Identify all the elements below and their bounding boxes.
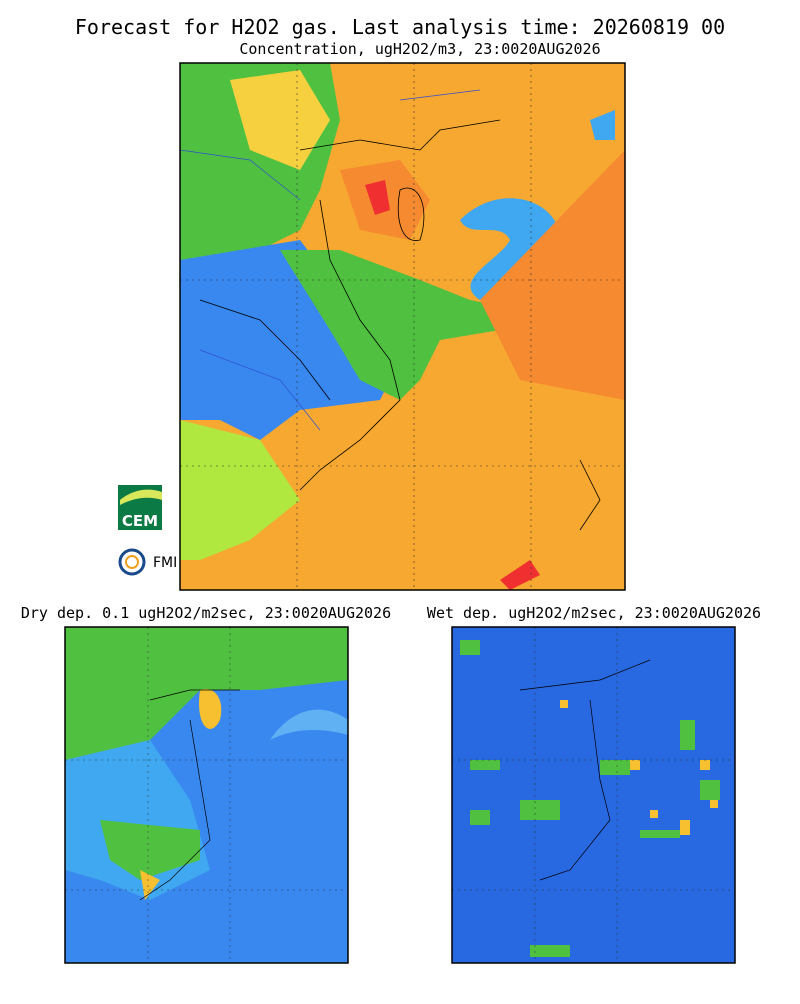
colorbar-label: 3.5: [0, 0, 29, 4]
colorbar-label: 0.02: [0, 0, 39, 4]
colorbar-label: 2: [0, 0, 10, 4]
colorbar-label: 0.2: [0, 0, 29, 4]
colorbar-label: 0.02: [0, 0, 39, 4]
cem-logo: CEM: [118, 485, 162, 530]
dry-title: Dry dep. 0.1 ugH2O2/m2sec, 23:0020AUG202…: [21, 604, 391, 622]
wet-map: [451, 626, 736, 964]
colorbar-label: 0.5: [0, 0, 29, 4]
colorbar-small: 5210.50.20.10.050.020.01: [0, 0, 39, 4]
colorbar-label: 0.05: [0, 0, 39, 4]
colorbar: 12.57.53.521.250.750.40.20.10.05: [0, 0, 39, 4]
colorbar-label: 7.5: [0, 0, 29, 4]
colorbar-label: 5: [0, 0, 10, 4]
colorbar-label: 1: [0, 0, 10, 4]
colorbar-label: 0.01: [0, 0, 39, 4]
colorbar-label: 0.1: [0, 0, 29, 4]
colorbar-label: 0.05: [0, 0, 39, 4]
colorbar-label: 0.2: [0, 0, 29, 4]
colorbar-label: 0.2: [0, 0, 29, 4]
dry-map: [64, 626, 349, 964]
colorbar-label: 0.01: [0, 0, 39, 4]
colorbar-label: 0.4: [0, 0, 29, 4]
wet-title: Wet dep. ugH2O2/m2sec, 23:0020AUG2026: [427, 604, 761, 622]
fmi-logo: FMI: [118, 548, 177, 576]
colorbar-label: 0.5: [0, 0, 29, 4]
colorbar-label: 1.25: [0, 0, 39, 4]
colorbar-label: 2: [0, 0, 10, 4]
title: Forecast for H2O2 gas. Last analysis tim…: [75, 15, 725, 39]
colorbar-label: 0.05: [0, 0, 39, 4]
subtitle: Concentration, ugH2O2/m3, 23:0020AUG2026: [239, 40, 600, 58]
colorbar-small: 5210.50.20.10.050.020.01: [0, 0, 39, 4]
colorbar-label: 2: [0, 0, 10, 4]
fmi-text: FMI: [153, 555, 177, 571]
colorbar-label: 0.1: [0, 0, 29, 4]
colorbar-label: 12.5: [0, 0, 39, 4]
colorbar-label: 1: [0, 0, 10, 4]
colorbar-label: 0.1: [0, 0, 29, 4]
main-map: [179, 62, 626, 591]
colorbar-label: 5: [0, 0, 10, 4]
cem-text: CEM: [122, 512, 158, 530]
colorbar-label: 0.75: [0, 0, 39, 4]
